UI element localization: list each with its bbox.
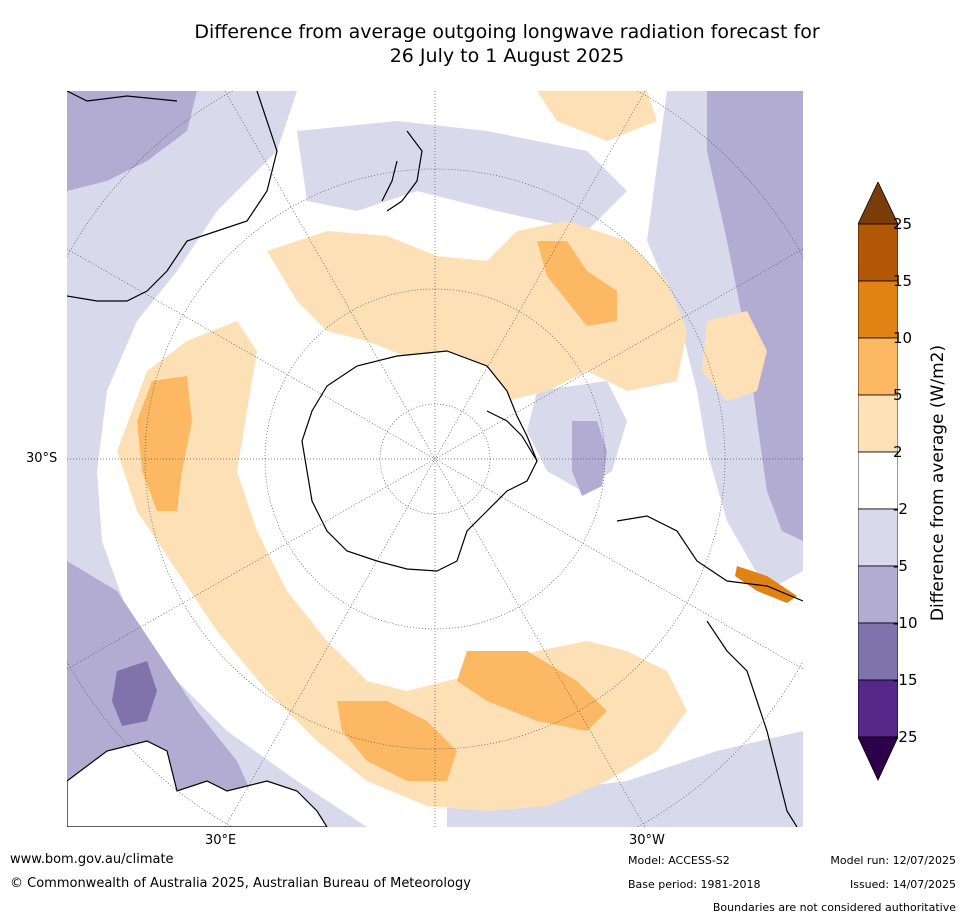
colorbar-tick-neg25: -25 <box>893 728 918 746</box>
anomaly-region-neg5-center <box>572 421 607 496</box>
footer-copyright: © Commonwealth of Australia 2025, Austra… <box>10 876 471 891</box>
colorbar-tick-neg2: -2 <box>893 500 908 518</box>
colorbar-tick-neg5: -5 <box>893 557 908 575</box>
colorbar-segment-neg25-neg15 <box>858 679 898 738</box>
footer-model: Model: ACCESS-S2 <box>628 854 730 867</box>
footer-disclaimer: Boundaries are not considered authoritat… <box>712 901 956 914</box>
anomaly-region-pos2-top <box>537 91 657 141</box>
colorbar-segment-15-25 <box>858 223 898 282</box>
colorbar-segment-neg5-neg2 <box>858 508 898 567</box>
new-zealand-outline <box>381 130 423 212</box>
colorbar-segment-neg10-neg5 <box>858 565 898 624</box>
graticule <box>67 91 803 827</box>
antarctica-outline <box>301 350 538 572</box>
australia-outline <box>67 740 328 827</box>
colorbar-title: Difference from average (W/m2) <box>928 344 948 622</box>
lon-label-30w: 30°W <box>629 833 665 848</box>
title-line-1: Difference from average outgoing longwav… <box>194 21 820 43</box>
colorbar-segment-5-10 <box>858 337 898 396</box>
colorbar-bottom-arrow <box>858 736 898 781</box>
lon-label-30e: 30°E <box>205 833 237 848</box>
anomaly-region-neg2-top <box>297 121 627 231</box>
anomaly-region-pos5-west <box>137 376 192 511</box>
footer-issued: Issued: 14/07/2025 <box>849 878 956 891</box>
anomaly-region-neg5-left <box>67 91 197 191</box>
anomaly-region-neg5-right <box>707 91 803 541</box>
title-line-2: 26 July to 1 August 2025 <box>389 45 625 67</box>
anomaly-region-pos2-east <box>702 311 767 401</box>
colorbar-tick-5: 5 <box>893 386 903 404</box>
colorbar-tick-15: 15 <box>893 272 913 290</box>
anomaly-region-pos5-southeast <box>457 651 607 731</box>
colorbar-top-arrow <box>858 182 898 225</box>
lat-label-30s: 30°S <box>26 451 58 466</box>
colorbar-segment-10-15 <box>858 280 898 339</box>
polar-map <box>67 91 803 827</box>
anomaly-region-pos5-north <box>537 241 617 326</box>
africa-outline <box>67 91 278 302</box>
colorbar-tick-neg15: -15 <box>893 671 918 689</box>
anomaly-region-neg10 <box>112 661 157 726</box>
colorbar-tick-2: 2 <box>893 443 903 461</box>
colorbar <box>858 182 898 781</box>
colorbar-segment-2-5 <box>858 394 898 453</box>
anomaly-region-pos5-south <box>337 701 457 781</box>
footer-base-period: Base period: 1981-2018 <box>628 878 761 891</box>
colorbar-tick-neg10: -10 <box>893 614 918 632</box>
colorbar-segment-neg15-neg10 <box>858 622 898 681</box>
anomaly-region-pos10 <box>735 566 797 603</box>
footer-website[interactable]: www.bom.gov.au/climate <box>10 852 174 867</box>
footer-model-run: Model run: 12/07/2025 <box>830 854 956 867</box>
colorbar-tick-25: 25 <box>893 215 913 233</box>
colorbar-segment-neg2-2 <box>858 451 898 510</box>
colorbar-tick-10: 10 <box>893 329 913 347</box>
south-america-outline <box>616 515 803 827</box>
map-title: Difference from average outgoing longwav… <box>0 20 965 68</box>
antarctic-peninsula <box>486 410 538 462</box>
